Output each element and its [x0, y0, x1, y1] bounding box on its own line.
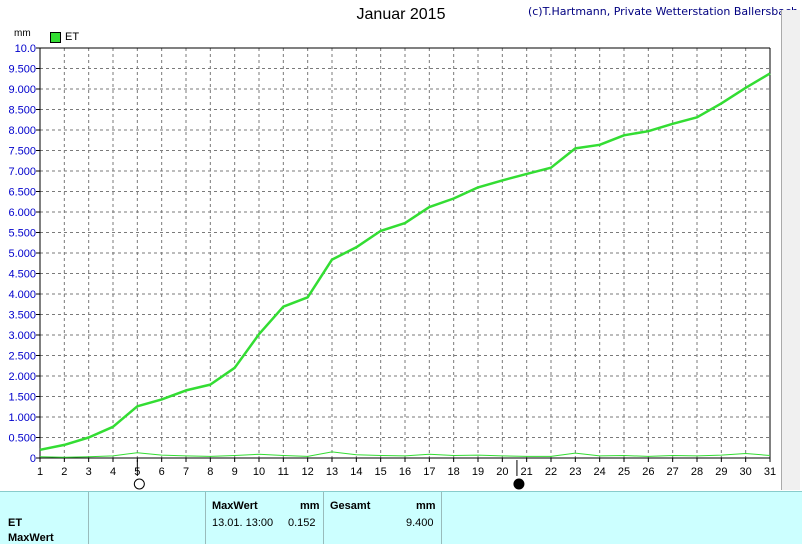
- legend: ET: [50, 31, 79, 43]
- y-tick-label: 0.500: [8, 433, 36, 445]
- x-tick-label: 24: [594, 466, 606, 478]
- x-tick-label: 10: [253, 466, 265, 478]
- y-tick-label: 4.000: [8, 289, 36, 301]
- copyright-note: (c)T.Hartmann, Private Wetterstation Bal…: [527, 5, 798, 18]
- maxwert-value: 0.152: [288, 517, 316, 529]
- summary-empty-column: [441, 492, 782, 544]
- y-tick-label: 8.000: [8, 125, 36, 137]
- x-tick-label: 19: [472, 466, 484, 478]
- y-tick-label: 9.500: [8, 64, 36, 76]
- y-tick-label: 3.000: [8, 330, 36, 342]
- y-tick-label: 1.500: [8, 392, 36, 404]
- y-tick-label: 2.500: [8, 351, 36, 363]
- x-tick-label: 1: [37, 466, 43, 478]
- summary-panel: ET MaxWert MaxWert mm 13.01. 13:00 0.152…: [0, 491, 802, 544]
- x-tick-label: 7: [183, 466, 189, 478]
- row-label-et: ET: [8, 517, 23, 529]
- x-tick-label: 29: [715, 466, 727, 478]
- x-tick-label: 27: [667, 466, 679, 478]
- x-tick-label: 6: [159, 466, 165, 478]
- x-tick-label: 30: [740, 466, 752, 478]
- series-line-hourly: [39, 451, 771, 458]
- y-tick-label: 8.500: [8, 105, 36, 117]
- maxwert-header: MaxWert: [212, 500, 258, 512]
- summary-label-column: [0, 492, 89, 544]
- full-moon-icon: [133, 478, 145, 490]
- vertical-scrollbar[interactable]: [781, 10, 800, 490]
- y-tick-label: 7.500: [8, 146, 36, 158]
- y-tick-label: 6.500: [8, 187, 36, 199]
- summary-spacer-column: [88, 492, 206, 544]
- gesamt-unit: mm: [416, 500, 436, 512]
- y-tick-label: 0: [30, 453, 36, 465]
- x-tick-label: 23: [569, 466, 581, 478]
- x-tick-label: 28: [691, 466, 703, 478]
- y-tick-label: 3.500: [8, 310, 36, 322]
- x-tick-label: 11: [278, 466, 289, 478]
- x-tick-label: 12: [302, 466, 314, 478]
- y-tick-label: 9.000: [8, 84, 36, 96]
- x-tick-label: 17: [423, 466, 435, 478]
- y-tick-label: 1.000: [8, 412, 36, 424]
- x-tick-label: 8: [207, 466, 213, 478]
- x-tick-label: 16: [399, 466, 411, 478]
- y-tick-label: 5.500: [8, 228, 36, 240]
- maxwert-unit: mm: [300, 500, 320, 512]
- legend-label-et: ET: [65, 31, 80, 43]
- y-tick-label: 5.000: [8, 248, 36, 260]
- maxwert-datetime: 13.01. 13:00: [212, 517, 274, 529]
- y-tick-label: 7.000: [8, 166, 36, 178]
- y-tick-label: 4.500: [8, 269, 36, 281]
- chart-title: Januar 2015: [356, 6, 446, 23]
- gesamt-header: Gesamt: [330, 500, 371, 512]
- x-tick-label: 14: [350, 466, 362, 478]
- x-tick-label: 22: [545, 466, 557, 478]
- x-tick-label: 4: [110, 466, 116, 478]
- x-tick-label: 31: [764, 466, 776, 478]
- x-tick-label: 2: [61, 466, 67, 478]
- summary-gesamt-column: [323, 492, 442, 544]
- new-moon-icon: [513, 478, 525, 490]
- x-tick-label: 3: [86, 466, 92, 478]
- gesamt-value: 9.400: [406, 517, 434, 529]
- series-line-et: [39, 72, 771, 452]
- y-axis-unit: mm: [14, 28, 31, 39]
- y-tick-label: 6.000: [8, 207, 36, 219]
- x-tick-label: 26: [642, 466, 654, 478]
- x-tick-label: 25: [618, 466, 630, 478]
- x-tick-label: 9: [232, 466, 238, 478]
- summary-maxwert-column: [205, 492, 324, 544]
- x-tick-label: 15: [375, 466, 387, 478]
- x-tick-label: 20: [496, 466, 508, 478]
- row-label-maxwert: MaxWert: [8, 532, 54, 544]
- chart-canvas: 0 0.500 1.000 1.500 2.000 2.500 3.000 3.500 4.00…: [8, 43, 776, 490]
- legend-swatch-et: [50, 31, 61, 43]
- x-tick-label: 18: [448, 466, 460, 478]
- y-tick-label: 2.000: [8, 371, 36, 383]
- x-tick-label: 13: [326, 466, 338, 478]
- x-tick-label: 21: [521, 466, 533, 478]
- y-tick-label: 10.0: [15, 43, 36, 55]
